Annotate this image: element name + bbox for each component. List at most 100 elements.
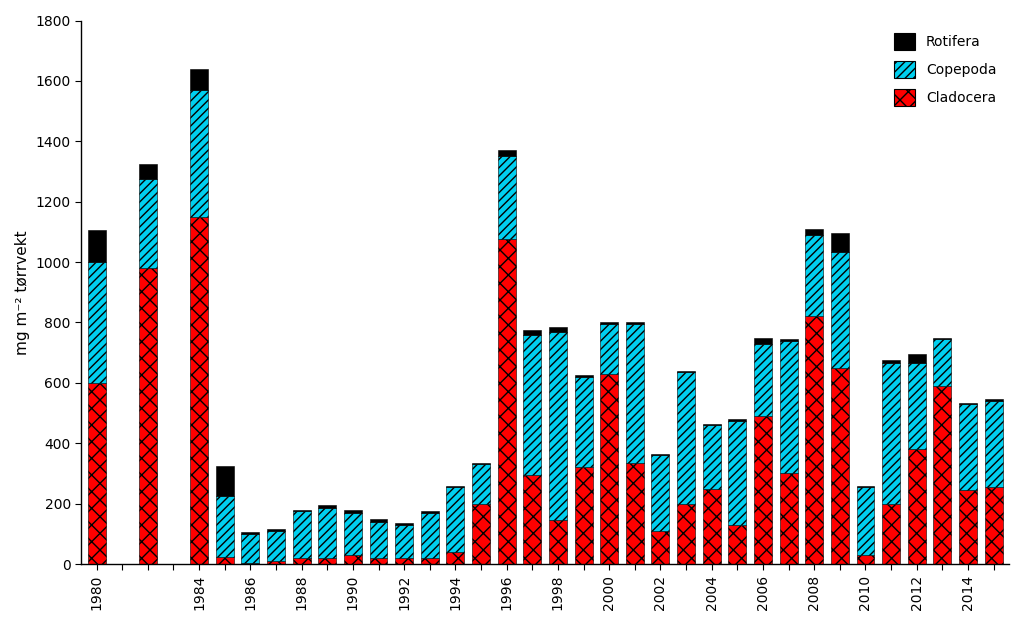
Bar (216, 496, 233, 556)
Bar (728, 421, 746, 525)
Bar (934, 339, 951, 386)
Bar (267, 561, 285, 564)
Bar (702, 424, 721, 425)
Bar (293, 511, 310, 558)
Bar (702, 425, 721, 489)
Bar (190, 69, 208, 90)
Bar (318, 505, 336, 508)
Bar (677, 504, 695, 564)
Bar (344, 510, 361, 512)
Bar (242, 534, 259, 562)
Bar (395, 523, 413, 525)
Bar (702, 489, 721, 564)
Bar (472, 464, 490, 504)
Bar (421, 558, 438, 564)
Bar (754, 416, 772, 564)
Bar (216, 556, 233, 564)
Bar (907, 363, 926, 449)
Bar (779, 339, 798, 341)
Bar (370, 519, 387, 522)
Bar (600, 374, 618, 564)
Bar (856, 486, 874, 487)
Bar (293, 510, 310, 511)
Bar (318, 508, 336, 558)
Bar (267, 531, 285, 561)
Bar (985, 399, 1002, 401)
Bar (472, 504, 490, 564)
Bar (88, 383, 105, 564)
Y-axis label: mg m⁻² tørrvekt: mg m⁻² tørrvekt (15, 230, 30, 354)
Bar (574, 377, 593, 468)
Bar (498, 156, 516, 239)
Bar (574, 468, 593, 564)
Bar (344, 555, 361, 564)
Bar (856, 555, 874, 564)
Bar (985, 487, 1002, 564)
Bar (421, 512, 438, 558)
Bar (959, 402, 977, 404)
Bar (523, 475, 542, 564)
Bar (779, 341, 798, 474)
Bar (600, 322, 618, 324)
Bar (830, 251, 849, 368)
Bar (395, 525, 413, 558)
Bar (446, 487, 464, 552)
Bar (626, 322, 644, 324)
Bar (959, 490, 977, 564)
Bar (421, 511, 438, 512)
Bar (446, 552, 464, 564)
Bar (651, 454, 670, 456)
Bar (830, 368, 849, 564)
Bar (88, 231, 105, 262)
Bar (242, 562, 259, 564)
Bar (934, 386, 951, 564)
Bar (549, 331, 567, 520)
Bar (242, 532, 259, 534)
Bar (754, 344, 772, 416)
Bar (370, 558, 387, 564)
Bar (626, 324, 644, 463)
Bar (779, 474, 798, 564)
Bar (728, 525, 746, 564)
Bar (882, 360, 900, 363)
Bar (805, 229, 823, 235)
Bar (216, 466, 233, 496)
Bar (934, 338, 951, 339)
Bar (472, 463, 490, 464)
Bar (626, 463, 644, 564)
Bar (549, 520, 567, 564)
Bar (882, 363, 900, 504)
Bar (651, 456, 670, 531)
Bar (139, 268, 157, 564)
Bar (856, 487, 874, 555)
Bar (985, 401, 1002, 487)
Bar (882, 504, 900, 564)
Bar (907, 449, 926, 564)
Bar (395, 558, 413, 564)
Bar (805, 235, 823, 316)
Bar (267, 529, 285, 531)
Bar (446, 486, 464, 487)
Bar (139, 164, 157, 179)
Bar (293, 558, 310, 564)
Bar (754, 338, 772, 344)
Bar (600, 324, 618, 374)
Bar (651, 531, 670, 564)
Bar (907, 354, 926, 363)
Bar (677, 372, 695, 504)
Bar (830, 233, 849, 251)
Bar (498, 151, 516, 156)
Bar (549, 327, 567, 331)
Bar (190, 90, 208, 217)
Bar (677, 371, 695, 372)
Bar (344, 512, 361, 555)
Bar (805, 316, 823, 564)
Bar (318, 558, 336, 564)
Bar (370, 522, 387, 558)
Bar (190, 217, 208, 564)
Bar (139, 179, 157, 268)
Bar (728, 419, 746, 421)
Bar (523, 334, 542, 475)
Bar (523, 330, 542, 334)
Bar (959, 404, 977, 490)
